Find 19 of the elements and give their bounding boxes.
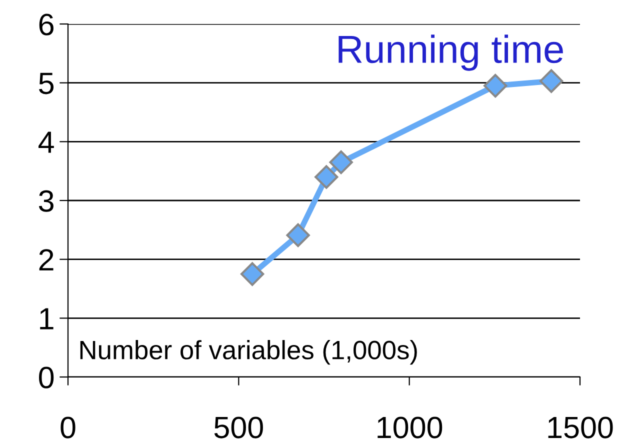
y-tick-label: 1 (40, 308, 54, 330)
point (240, 262, 264, 286)
y-tick-label: 0 (39, 366, 54, 388)
y-tick-label: 2 (39, 249, 54, 270)
y-tick-label: 5 (39, 72, 54, 94)
y-tick-label: 4 (38, 132, 54, 153)
y-tick-label: 6 (39, 14, 54, 36)
point (314, 165, 338, 189)
x-axis-title: Number of variables (1,000s) (80, 340, 417, 365)
point (329, 150, 353, 174)
point (286, 223, 310, 248)
x-tick-label: 500 (214, 416, 263, 438)
point (539, 69, 564, 93)
y-tick-label: 3 (38, 190, 54, 212)
x-tick-label: 0 (60, 416, 76, 438)
x-tick-label: 1500 (548, 416, 613, 438)
chart-title: Running time (338, 34, 563, 71)
x-tick-label: 1000 (378, 416, 442, 438)
point (484, 74, 508, 98)
